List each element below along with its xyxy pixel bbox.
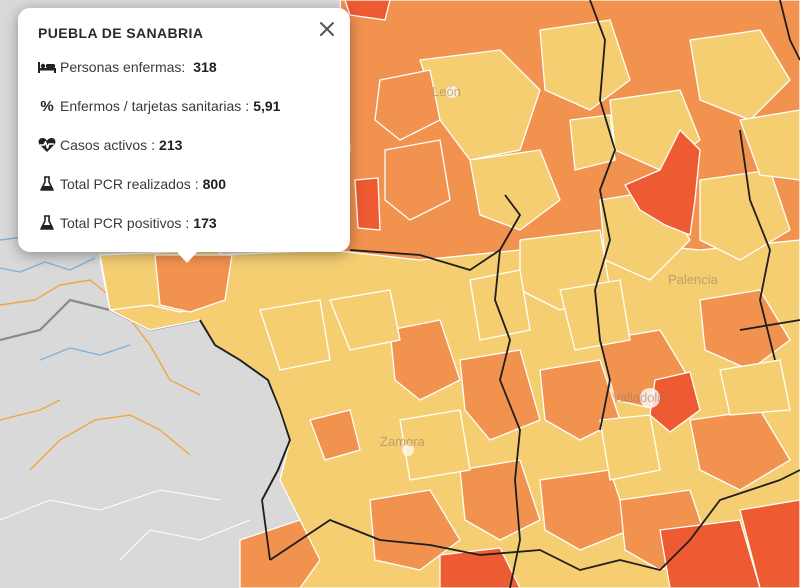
stat-row-pcr-positivos: Total PCR positivos : 173 bbox=[38, 213, 332, 233]
map-region[interactable] bbox=[259, 299, 331, 371]
map-region[interactable] bbox=[399, 409, 471, 481]
map-region[interactable] bbox=[599, 414, 661, 481]
map-region[interactable] bbox=[154, 254, 233, 313]
map-region[interactable] bbox=[719, 359, 791, 416]
map-region[interactable] bbox=[624, 129, 701, 236]
bed-icon bbox=[38, 58, 56, 76]
stat-value: 213 bbox=[159, 137, 183, 153]
stat-value: 173 bbox=[193, 215, 217, 231]
map-region[interactable] bbox=[459, 349, 541, 441]
road bbox=[0, 399, 61, 421]
road bbox=[0, 489, 221, 521]
stat-label: Total PCR positivos bbox=[60, 215, 182, 231]
map-region[interactable] bbox=[689, 29, 791, 121]
stat-row-personas-enfermas: Personas enfermas: 318 bbox=[38, 57, 332, 77]
stat-row-enfermos-tarjetas: % Enfermos / tarjetas sanitarias : 5,91 bbox=[38, 96, 332, 116]
close-icon bbox=[320, 22, 334, 36]
city-label-leon: León bbox=[432, 84, 461, 99]
flask-icon bbox=[38, 175, 56, 193]
province-border bbox=[779, 0, 800, 61]
popup-title: PUEBLA DE SANABRIA bbox=[38, 25, 204, 41]
stat-separator: : bbox=[185, 215, 190, 231]
province-border bbox=[739, 129, 776, 361]
map-region[interactable] bbox=[354, 177, 381, 231]
stat-value: 800 bbox=[202, 176, 226, 192]
info-popup: PUEBLA DE SANABRIA Personas enfermas: 31… bbox=[18, 8, 350, 252]
map-region[interactable] bbox=[539, 469, 631, 551]
province-border bbox=[589, 0, 616, 431]
map-region[interactable] bbox=[329, 289, 401, 351]
stat-label: Casos activos bbox=[60, 137, 148, 153]
city-label-palencia: Palencia bbox=[668, 272, 719, 287]
map-region[interactable] bbox=[469, 149, 561, 231]
province-border bbox=[739, 319, 800, 331]
stat-value: 5,91 bbox=[253, 98, 281, 114]
city-label-zamora: Zamora bbox=[380, 434, 426, 449]
city-marker bbox=[402, 444, 414, 456]
map-region[interactable] bbox=[439, 547, 521, 588]
map-region[interactable] bbox=[739, 109, 800, 181]
map-region[interactable] bbox=[569, 114, 616, 171]
map-region[interactable] bbox=[374, 69, 441, 141]
stat-separator: : bbox=[245, 98, 250, 114]
stat-row-pcr-realizados: Total PCR realizados : 800 bbox=[38, 174, 332, 194]
close-button[interactable] bbox=[316, 18, 338, 40]
province-border bbox=[349, 194, 521, 271]
heartbeat-icon bbox=[38, 136, 56, 154]
river bbox=[39, 344, 131, 361]
city-marker bbox=[640, 388, 660, 408]
road bbox=[29, 414, 191, 471]
province-border bbox=[269, 469, 800, 571]
stat-label: Personas enfermas: bbox=[60, 59, 186, 75]
stat-label: Enfermos / tarjetas sanitarias bbox=[60, 98, 242, 114]
city-label-valladolid: Valladolid bbox=[612, 390, 667, 405]
stat-value: 318 bbox=[193, 59, 217, 75]
city-marker bbox=[446, 86, 458, 98]
stat-row-casos-activos: Casos activos : 213 bbox=[38, 135, 332, 155]
map-region[interactable] bbox=[309, 409, 361, 461]
flask-icon bbox=[38, 214, 56, 232]
map-region[interactable] bbox=[389, 319, 461, 401]
map-region[interactable] bbox=[344, 0, 391, 21]
river bbox=[0, 257, 96, 273]
stat-separator: : bbox=[151, 137, 156, 153]
road bbox=[119, 519, 251, 561]
popup-pointer bbox=[176, 251, 198, 263]
map-region[interactable] bbox=[649, 371, 701, 433]
road bbox=[0, 279, 201, 396]
province-border bbox=[494, 249, 521, 588]
map-region[interactable] bbox=[469, 269, 531, 341]
map-region[interactable] bbox=[384, 139, 451, 221]
percent-icon: % bbox=[40, 97, 54, 115]
stat-label: Total PCR realizados bbox=[60, 176, 191, 192]
map-region[interactable] bbox=[659, 519, 761, 588]
province-border bbox=[199, 319, 291, 561]
stat-separator: : bbox=[194, 176, 199, 192]
map-region[interactable] bbox=[559, 279, 631, 351]
map-region[interactable] bbox=[739, 499, 800, 588]
